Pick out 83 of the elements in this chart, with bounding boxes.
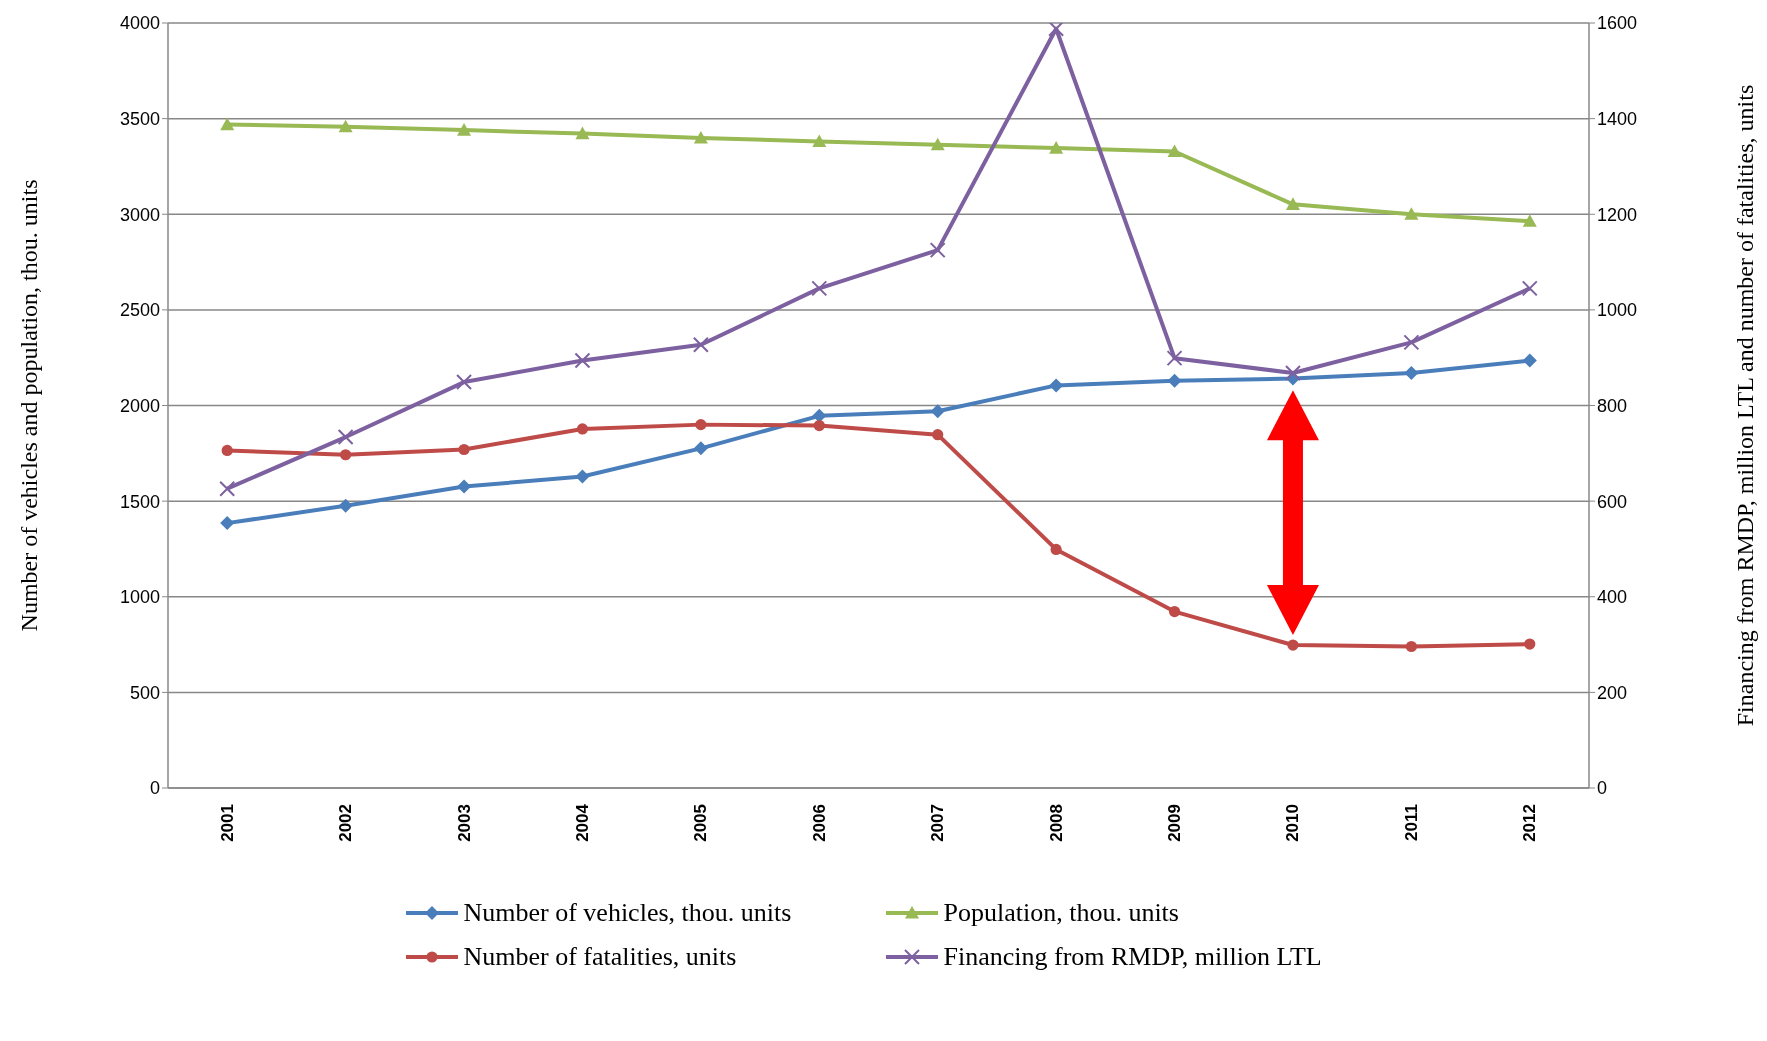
point <box>693 130 708 144</box>
y2-tick-label: 1000 <box>1597 300 1638 321</box>
legend-label: Number of vehicles, thou. units <box>463 898 792 928</box>
point <box>693 441 708 456</box>
point <box>1050 543 1062 556</box>
x-tick-label: 2002 <box>336 804 356 842</box>
point <box>219 480 236 497</box>
point <box>1404 207 1419 220</box>
point <box>812 408 827 423</box>
y-tick-label: 2000 <box>119 395 160 416</box>
point <box>812 134 827 147</box>
point <box>930 137 945 151</box>
y-tick-label: 1500 <box>119 491 160 512</box>
y2-tick-label: 0 <box>1597 778 1608 799</box>
point <box>1166 350 1183 367</box>
y-tick-label: 2500 <box>119 300 160 321</box>
point <box>692 336 709 353</box>
point <box>457 479 472 494</box>
x-tick-label: 2010 <box>1283 804 1303 842</box>
y-axis-title: Number of vehicles and population, thou. units <box>15 179 42 632</box>
point <box>456 374 473 391</box>
point <box>1285 197 1300 210</box>
y2-tick-label: 400 <box>1597 587 1628 608</box>
point <box>1284 364 1301 381</box>
point <box>338 498 353 513</box>
point <box>1287 639 1299 651</box>
y-tick-label: 3500 <box>119 109 160 130</box>
y-tick-label: 0 <box>149 778 160 799</box>
point <box>1521 280 1538 297</box>
x-tick-label: 2005 <box>691 804 711 842</box>
x-tick-label: 2011 <box>1401 804 1421 841</box>
x-tick-label: 2009 <box>1165 804 1185 842</box>
legend-label: Number of fatalities, units <box>463 942 737 972</box>
point <box>813 419 825 432</box>
point <box>340 449 352 461</box>
x-tick-label: 2006 <box>809 804 829 842</box>
point <box>575 469 590 484</box>
point <box>574 352 591 369</box>
point <box>1522 214 1537 227</box>
point <box>1403 334 1420 351</box>
point <box>930 404 945 419</box>
y2-tick-label: 1400 <box>1597 109 1638 130</box>
point <box>1049 378 1064 393</box>
point <box>932 429 944 441</box>
point <box>337 429 354 446</box>
point <box>220 117 235 131</box>
point <box>220 516 235 531</box>
point <box>1049 141 1064 154</box>
y2-tick-label: 200 <box>1597 682 1628 703</box>
legend-label: Financing from RMDP, million LTL <box>943 942 1322 972</box>
point <box>1522 353 1537 368</box>
point <box>1524 638 1536 650</box>
point <box>221 444 233 457</box>
point <box>1167 373 1182 388</box>
point <box>1405 640 1417 653</box>
x-tick-label: 2004 <box>572 803 592 842</box>
y-tick-label: 1000 <box>119 587 160 608</box>
x-tick-label: 2008 <box>1046 804 1066 842</box>
y2-tick-label: 600 <box>1597 491 1628 512</box>
point <box>338 119 353 133</box>
point <box>458 443 470 456</box>
point <box>929 242 946 259</box>
y2-tick-label: 800 <box>1597 395 1628 416</box>
point <box>695 419 707 431</box>
y2-tick-label: 1200 <box>1597 204 1638 225</box>
x-tick-label: 2003 <box>454 804 474 842</box>
point <box>1167 144 1182 158</box>
x-tick-label: 2001 <box>217 804 237 842</box>
y2-tick-label: 1600 <box>1597 13 1638 34</box>
y-tick-label: 500 <box>129 682 160 703</box>
point <box>1404 365 1419 380</box>
y-tick-label: 4000 <box>119 13 160 34</box>
x-tick-label: 2007 <box>928 804 948 842</box>
point <box>1168 605 1181 618</box>
point <box>811 280 828 297</box>
x-tick-label: 2012 <box>1520 804 1540 842</box>
y2-axis-title: Financing from RMDP, million LTL and number of fatalities, units <box>1731 84 1758 727</box>
point <box>575 126 590 140</box>
y-tick-label: 3000 <box>119 204 160 225</box>
point <box>576 423 589 435</box>
point <box>1048 23 1065 37</box>
point <box>457 123 472 136</box>
legend-label: Population, thou. units <box>943 898 1179 928</box>
